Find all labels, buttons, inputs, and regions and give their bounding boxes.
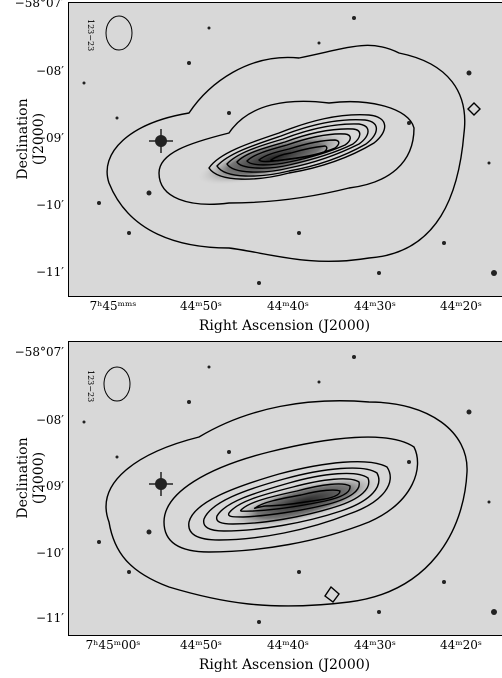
x-tick-top-0: 7ʰ45ᵐᵐˢ <box>89 299 137 313</box>
y-tick-top-1: −08′ <box>35 64 64 78</box>
x-tick-top-4: 44ᵐ20ˢ <box>440 299 482 313</box>
x-tick-bottom-1: 44ᵐ50ˢ <box>180 638 222 652</box>
beam-label-bottom: 123−23 <box>86 370 95 403</box>
bottom-panel: 123−23 Declination (J2000) −58°07′ −08′ … <box>0 339 502 678</box>
y-tick-bottom-3: −10′ <box>35 546 64 560</box>
contour-overlay-top <box>82 15 497 285</box>
beam-label-top: 123−23 <box>86 19 95 52</box>
x-tick-bottom-3: 44ᵐ30ˢ <box>354 638 396 652</box>
x-axis-label-bottom: Right Ascension (J2000) <box>198 657 371 673</box>
x-axis-label-top: Right Ascension (J2000) <box>198 318 371 334</box>
x-tick-bottom-2: 44ᵐ40ˢ <box>267 638 309 652</box>
sky-image-top: 123−23 <box>68 2 502 297</box>
x-tick-bottom-4: 44ᵐ20ˢ <box>440 638 482 652</box>
y-tick-bottom-4: −11′ <box>35 611 64 625</box>
x-tick-top-1: 44ᵐ50ˢ <box>180 299 222 313</box>
y-axis-label-bottom: Declination (J2000) <box>15 437 47 519</box>
y-tick-top-4: −11′ <box>35 265 64 279</box>
y-tick-bottom-0: −58°07′ <box>14 345 64 359</box>
x-tick-bottom-0: 7ʰ45ᵐ00ˢ <box>85 638 141 652</box>
x-tick-top-2: 44ᵐ40ˢ <box>267 299 309 313</box>
y-tick-bottom-2: −09′ <box>35 479 64 493</box>
y-tick-top-3: −10′ <box>35 198 64 212</box>
sky-image-bottom: 123−23 <box>68 341 502 636</box>
y-tick-bottom-1: −08′ <box>35 413 64 427</box>
y-tick-top-2: −09′ <box>35 131 64 145</box>
x-tick-top-3: 44ᵐ30ˢ <box>354 299 396 313</box>
y-tick-top-0: −58°07′ <box>14 0 64 10</box>
contour-overlay-bottom <box>82 355 497 624</box>
top-panel: 123−23 Declination (J2000) −58°07′ −08′ … <box>14 0 502 334</box>
